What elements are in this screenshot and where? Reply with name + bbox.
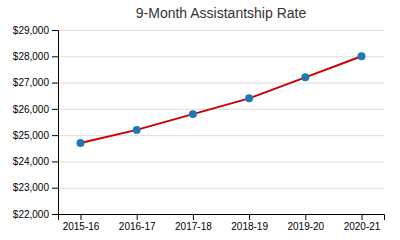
grid-tick — [58, 109, 384, 110]
grid-tick — [58, 188, 384, 189]
y-tick-label: $23,000 — [13, 182, 50, 193]
y-tick-label: $24,000 — [13, 156, 50, 167]
y-tick-line — [52, 109, 58, 110]
y-tick-line — [52, 188, 58, 189]
x-tick-line — [305, 214, 306, 220]
x-tick: 2019-20 — [287, 214, 324, 232]
y-tick-label: $26,000 — [13, 104, 50, 115]
y-tick: $29,000 — [13, 25, 58, 36]
x-tick-line — [362, 214, 363, 220]
x-tick: 2018-19 — [231, 214, 268, 232]
y-domain — [52, 31, 59, 215]
grid-line — [58, 161, 384, 162]
y-tick: $28,000 — [13, 51, 58, 62]
line — [80, 56, 361, 143]
title: 9-Month Assistantship Rate — [136, 5, 307, 21]
x-tick: 2015-16 — [63, 214, 100, 232]
plot: $22,000 $23,000 $24,000 $25,000 $26,000 $27,0… — [13, 25, 385, 232]
grid-tick — [58, 56, 384, 57]
y-tick-line — [52, 214, 58, 215]
grid-tick — [58, 30, 384, 31]
y-tick-label: $29,000 — [13, 25, 50, 36]
chart-container: 9-Month Assistantship Rate $22,000 $23,000… — [0, 0, 400, 240]
y-tick: $23,000 — [13, 182, 58, 193]
y-tick-line — [52, 83, 58, 84]
y-tick: $26,000 — [13, 104, 58, 115]
grid — [58, 31, 384, 215]
x-tick: 2020-21 — [344, 214, 381, 232]
y-tick-label: $27,000 — [13, 77, 50, 88]
marker — [133, 126, 141, 134]
x-tick-label: 2020-21 — [344, 221, 381, 232]
grid-line — [58, 188, 384, 189]
y-tick: $22,000 — [13, 209, 58, 220]
grid-line — [58, 83, 384, 84]
x-axis: 2015-16 2016-17 2017-18 2018-19 2019-20 2020-… — [59, 214, 385, 232]
marker — [76, 139, 84, 147]
x-tick-label: 2016-17 — [119, 221, 156, 232]
y-tick-line — [52, 30, 58, 31]
x-tick-label: 2017-18 — [175, 221, 212, 232]
y-tick: $25,000 — [13, 130, 58, 141]
grid-line — [58, 56, 384, 57]
y-tick-label: $25,000 — [13, 130, 50, 141]
x-tick-line — [137, 214, 138, 220]
grid-tick — [58, 83, 384, 84]
chart: 9-Month Assistantship Rate $22,000 $23,000… — [0, 0, 400, 240]
x-tick-label: 2015-16 — [63, 221, 100, 232]
x-domain — [59, 215, 385, 221]
marker — [245, 94, 253, 102]
y-tick-line — [52, 135, 58, 136]
x-tick-line — [80, 214, 81, 220]
marker — [189, 110, 197, 118]
grid-line — [58, 30, 384, 31]
x-tick-label: 2018-19 — [231, 221, 268, 232]
y-axis: $22,000 $23,000 $24,000 $25,000 $26,000 $27,0… — [13, 25, 59, 220]
grid-line — [58, 109, 384, 110]
y-tick-label: $22,000 — [13, 209, 50, 220]
y-tick: $24,000 — [13, 156, 58, 167]
y-tick-line — [52, 161, 58, 162]
marker — [301, 73, 309, 81]
marker — [358, 52, 366, 60]
x-tick-line — [193, 214, 194, 220]
y-tick-label: $28,000 — [13, 51, 50, 62]
marks — [76, 52, 365, 147]
grid-tick — [58, 161, 384, 162]
x-tick: 2016-17 — [119, 214, 156, 232]
y-tick-line — [52, 56, 58, 57]
y-tick: $27,000 — [13, 77, 58, 88]
x-tick: 2017-18 — [175, 214, 212, 232]
x-tick-label: 2019-20 — [287, 221, 324, 232]
x-tick-line — [249, 214, 250, 220]
